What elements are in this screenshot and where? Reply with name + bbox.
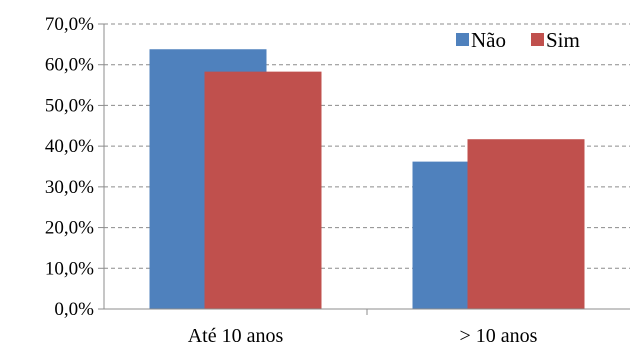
y-tick-label: 50,0%	[45, 95, 94, 116]
y-tick-label: 40,0%	[45, 136, 94, 157]
legend-swatch-nao	[456, 33, 469, 46]
y-axis-ticks: 0,0% 10,0% 20,0% 30,0% 40,0% 50,0% 60,0% 70,0%	[45, 14, 104, 320]
legend-swatch-sim	[531, 33, 544, 46]
y-tick-label: 60,0%	[45, 55, 94, 76]
y-tick-label: 20,0%	[45, 218, 94, 239]
bar-sim-0	[204, 71, 322, 309]
x-axis-labels: Até 10 anos > 10 anos	[188, 325, 538, 347]
y-tick-label: 30,0%	[45, 177, 94, 198]
y-tick-label: 70,0%	[45, 14, 94, 35]
legend: Não Sim	[456, 28, 580, 52]
y-tick-label: 0,0%	[54, 299, 94, 320]
y-tick-label: 10,0%	[45, 258, 94, 279]
bars	[149, 49, 585, 309]
axes	[103, 24, 630, 315]
legend-label-nao: Não	[471, 28, 506, 52]
x-category-label: > 10 anos	[460, 325, 538, 347]
x-category-label: Até 10 anos	[188, 325, 284, 347]
bar-sim-1	[467, 139, 585, 309]
legend-label-sim: Sim	[546, 28, 580, 52]
